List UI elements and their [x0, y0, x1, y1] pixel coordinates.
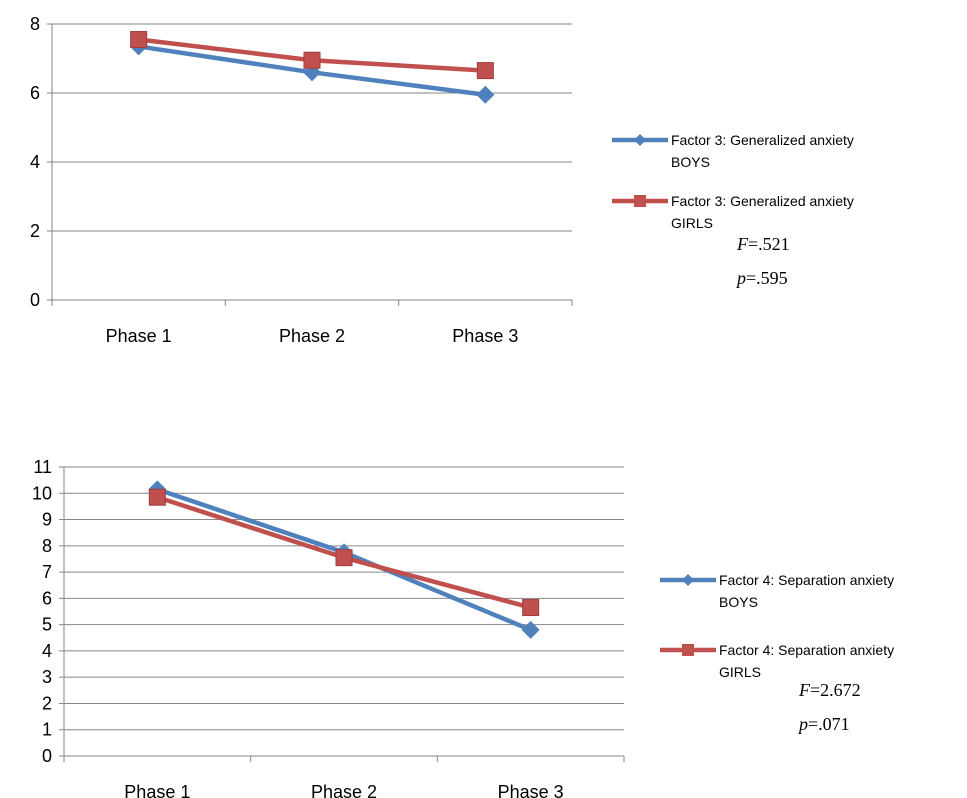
legend-label: Factor 4: Separation anxiety [719, 572, 894, 588]
legend-label: GIRLS [719, 664, 761, 680]
y-tick-label: 7 [42, 562, 52, 582]
legend-label: Factor 3: Generalized anxiety [671, 132, 854, 148]
data-point-girls [522, 599, 540, 617]
y-tick-label: 6 [42, 588, 52, 608]
legend-marker-icon [682, 644, 694, 656]
x-tick-label: Phase 1 [106, 326, 172, 346]
legend-entry-boys: Factor 3: Generalized anxiety BOYS [612, 132, 854, 170]
y-tick-label: 6 [30, 83, 40, 103]
data-point-girls [335, 549, 353, 567]
legend-marker-icon [682, 574, 694, 586]
p-statistic: p=.071 [797, 714, 850, 734]
legend-entry-girls: Factor 3: Generalized anxiety GIRLS [612, 193, 854, 231]
p-label: p [735, 268, 746, 288]
data-point-girls [130, 31, 148, 49]
data-point-girls [303, 51, 321, 69]
data-point-girls [476, 62, 494, 80]
x-tick-label: Phase 1 [124, 782, 190, 798]
y-tick-label: 11 [33, 457, 52, 477]
y-tick-label: 4 [42, 641, 52, 661]
data-point-boys [521, 620, 540, 639]
legend-marker-icon [634, 134, 646, 146]
legend-label: GIRLS [671, 215, 713, 231]
y-tick-label: 10 [32, 483, 52, 503]
y-tick-label: 3 [42, 667, 52, 687]
f-statistic: F=2.672 [798, 680, 861, 700]
legend-label: BOYS [671, 154, 710, 170]
f-value: =2.672 [810, 680, 861, 700]
y-tick-label: 8 [42, 536, 52, 556]
data-point-boys [476, 85, 495, 104]
p-value: =.595 [746, 268, 788, 288]
x-tick-label: Phase 2 [311, 782, 377, 798]
legend-marker-icon [634, 195, 646, 207]
x-tick-label: Phase 2 [279, 326, 345, 346]
f-value: =.521 [748, 234, 790, 254]
y-tick-label: 0 [42, 746, 52, 766]
x-tick-label: Phase 3 [452, 326, 518, 346]
legend-entry-boys: Factor 4: Separation anxiety BOYS [660, 572, 894, 610]
p-value: =.071 [808, 714, 850, 734]
legend-label: Factor 3: Generalized anxiety [671, 193, 854, 209]
p-statistic: p=.595 [735, 268, 788, 288]
x-tick-label: Phase 3 [498, 782, 564, 798]
chart-1: 0 2 4 6 8 Phase 1 Phase 2 Phase 3 Factor 3: Gene… [30, 14, 854, 346]
f-label: F [798, 680, 811, 700]
chart-2: 0 1 2 3 4 5 6 7 8 9 10 11 Phase 1 Phase 2 Phase 3 Facto… [32, 457, 894, 798]
p-label: p [797, 714, 808, 734]
data-point-girls [148, 488, 166, 506]
y-tick-label: 1 [42, 720, 52, 740]
f-label: F [736, 234, 749, 254]
legend-label: Factor 4: Separation anxiety [719, 642, 894, 658]
legend-entry-girls: Factor 4: Separation anxiety GIRLS [660, 642, 894, 680]
y-tick-label: 8 [30, 14, 40, 34]
y-tick-label: 5 [42, 615, 52, 635]
legend-label: BOYS [719, 594, 758, 610]
y-tick-label: 4 [30, 152, 40, 172]
f-statistic: F=.521 [736, 234, 790, 254]
y-tick-label: 0 [30, 290, 40, 310]
y-tick-label: 2 [42, 693, 52, 713]
y-tick-label: 2 [30, 221, 40, 241]
y-tick-label: 9 [42, 510, 52, 530]
